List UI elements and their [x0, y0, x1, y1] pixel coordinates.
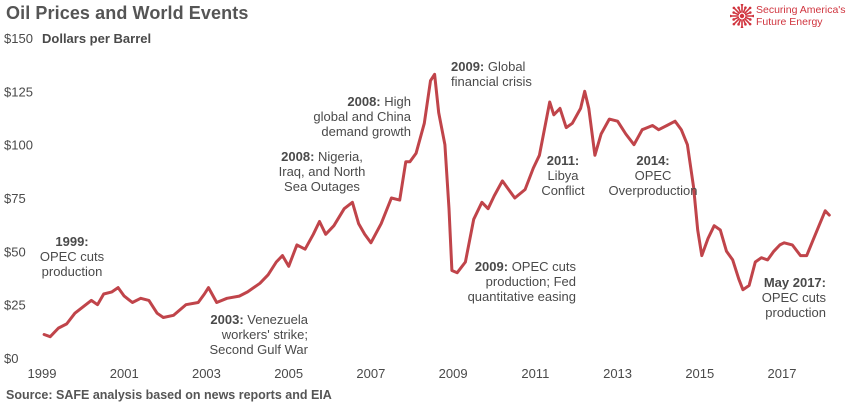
annotation-line: Conflict — [541, 183, 585, 198]
x-tick-label: 2013 — [603, 366, 632, 381]
y-tick-label: $125 — [4, 84, 33, 99]
annotation-heading: 1999: — [55, 234, 88, 249]
y-tick-label: $0 — [4, 351, 18, 366]
annotation-4: 2008: High global and China demand growth — [313, 94, 411, 139]
annotation-line: production — [765, 305, 826, 320]
burst-dot — [737, 23, 740, 26]
price-line — [42, 72, 831, 339]
burst-center — [739, 13, 745, 19]
safe-logo: Securing America's Future Energy — [730, 2, 848, 32]
burst-dot — [740, 26, 744, 28]
annotation-text: Venezuela — [244, 312, 309, 327]
logo-text: Securing America's Future Energy — [756, 4, 846, 28]
annotation-heading: 2008: — [281, 149, 314, 164]
burst-dot — [752, 14, 754, 18]
annotation-heading: 2009: — [451, 59, 484, 74]
x-tick-label: 1999 — [28, 366, 57, 381]
burst-dot — [737, 6, 740, 9]
x-tick-label: 2009 — [439, 366, 468, 381]
annotation-heading: 2014: — [636, 153, 669, 168]
annotation-text: High — [381, 94, 411, 109]
x-tick-label: 2011 — [521, 366, 549, 381]
burst-dot — [744, 6, 747, 9]
burst-dot — [749, 18, 752, 21]
burst-dot — [732, 11, 735, 14]
y-tick-label: $50 — [4, 244, 26, 259]
annotation-7: 2011: Libya Conflict — [541, 153, 585, 198]
annotation-line: OPEC cuts — [40, 249, 105, 264]
burst-dot — [732, 22, 736, 26]
annotation-text: OPEC cuts — [508, 259, 576, 274]
annotation-heading: 2003: — [210, 312, 243, 327]
y-tick-label: $25 — [4, 298, 26, 313]
burst-dot — [730, 14, 732, 18]
burst-dot — [740, 4, 744, 6]
burst-dot — [749, 11, 752, 14]
annotation-line: Overproduction — [609, 183, 698, 198]
annotation-9: May 2017: OPEC cuts production — [762, 275, 827, 320]
annotation-5: 2009: Global financial crisis — [451, 59, 532, 89]
burst-dot — [732, 18, 735, 21]
annotation-1: 1999: OPEC cuts production — [40, 234, 105, 279]
x-tick-label: 2003 — [192, 366, 221, 381]
burst-dot — [748, 6, 752, 10]
y-axis-label: Dollars per Barrel — [42, 31, 151, 46]
burst-dot — [748, 22, 752, 26]
x-tick-label: 2017 — [768, 366, 797, 381]
annotation-line: demand growth — [321, 124, 411, 139]
y-tick-label: $150 — [4, 31, 33, 46]
x-tick-label: 2001 — [110, 366, 139, 381]
y-tick-label: $100 — [4, 138, 33, 153]
annotation-line: OPEC cuts — [762, 290, 827, 305]
annotation-line: workers' strike; — [221, 327, 308, 342]
chart-title: Oil Prices and World Events — [6, 3, 249, 23]
annotation-8: 2014: OPEC Overproduction — [609, 153, 698, 198]
burst-dot — [744, 23, 747, 26]
annotation-line: OPEC — [635, 168, 672, 183]
x-tick-label: 2007 — [356, 366, 385, 381]
annotation-text: Global — [484, 59, 525, 74]
y-tick-label: $75 — [4, 191, 26, 206]
x-tick-label: 2005 — [274, 366, 303, 381]
annotation-heading: 2011: — [547, 153, 580, 168]
annotation-heading: 2008: — [347, 94, 380, 109]
annotation-line: production — [42, 264, 103, 279]
annotation-heading: May 2017: — [764, 275, 826, 290]
x-tick-label: 2015 — [685, 366, 714, 381]
annotation-line: Libya — [547, 168, 579, 183]
y-ticks: $0 $25 $50 $75 $100 $125 $150 — [4, 31, 33, 366]
logo-line-2: Future Energy — [756, 16, 823, 28]
annotation-2: 2003: Venezuela workers' strike; Second Gu… — [209, 312, 308, 357]
burst-dot — [732, 6, 736, 10]
logo-line-1: Securing America's — [756, 4, 846, 16]
annotation-line: global and China — [313, 109, 411, 124]
x-ticks: 1999 2001 2003 2005 2007 2009 2011 2013 2015 2017 — [28, 366, 797, 381]
annotation-heading: 2009: — [475, 259, 508, 274]
annotation-line: Iraq, and North — [279, 164, 366, 179]
annotation-line: quantitative easing — [468, 289, 576, 304]
annotation-6: 2009: OPEC cuts production; Fed quantitati… — [468, 259, 577, 304]
annotation-line: Second Gulf War — [209, 342, 308, 357]
annotation-line: Sea Outages — [284, 179, 360, 194]
annotation-line: financial crisis — [451, 74, 532, 89]
annotation-3: 2008: Nigeria, Iraq, and North Sea Outages — [279, 149, 366, 194]
annotation-text: Nigeria, — [314, 149, 362, 164]
source-note: Source: SAFE analysis based on news repo… — [6, 388, 332, 402]
annotation-line: production; Fed — [486, 274, 576, 289]
safe-starburst-icon — [730, 4, 754, 28]
